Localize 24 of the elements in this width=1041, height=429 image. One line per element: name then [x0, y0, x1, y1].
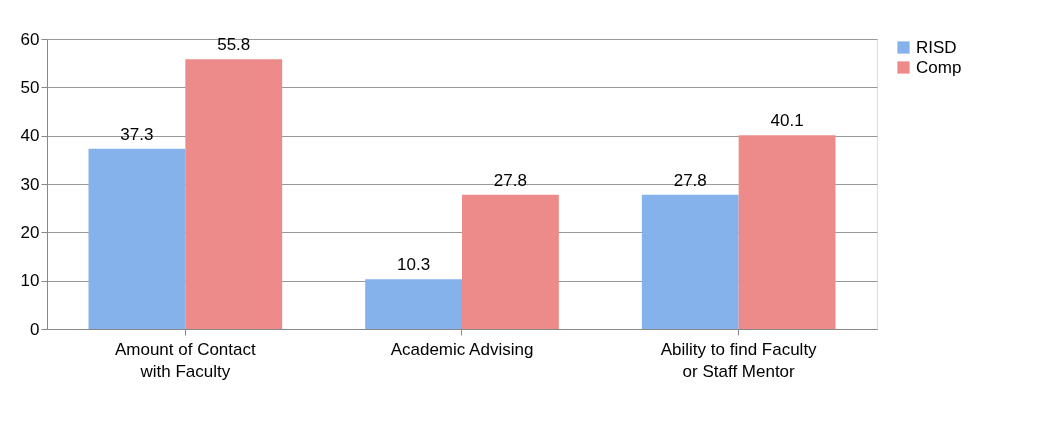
- bar: [738, 135, 836, 329]
- bar: [185, 59, 283, 329]
- y-tick-label: 30: [20, 174, 40, 194]
- legend-label: Comp: [916, 57, 962, 77]
- data-label: 37.3: [120, 124, 154, 144]
- data-label: 40.1: [770, 111, 804, 131]
- y-tick-label: 40: [20, 126, 40, 146]
- bar: [88, 148, 186, 329]
- y-tick-label: 0: [30, 319, 40, 339]
- y-tick-label: 10: [20, 271, 40, 291]
- y-tick-label: 60: [20, 29, 40, 49]
- y-tick-label: 20: [20, 222, 40, 242]
- bar: [462, 194, 559, 329]
- data-label: 10.3: [397, 255, 431, 275]
- data-label: 27.8: [673, 170, 707, 190]
- x-tick-label: Academic Advising: [390, 339, 534, 359]
- data-label: 27.8: [493, 170, 527, 190]
- x-tick-label: Ability to find Faculty or Staff Mentor: [660, 339, 818, 381]
- legend-label: RISD: [916, 37, 957, 57]
- data-label: 55.8: [217, 35, 251, 55]
- bar: [641, 194, 739, 329]
- bar: [365, 279, 462, 329]
- y-tick-label: 50: [20, 77, 40, 97]
- x-tick-label: Amount of Contact with Faculty: [114, 339, 256, 381]
